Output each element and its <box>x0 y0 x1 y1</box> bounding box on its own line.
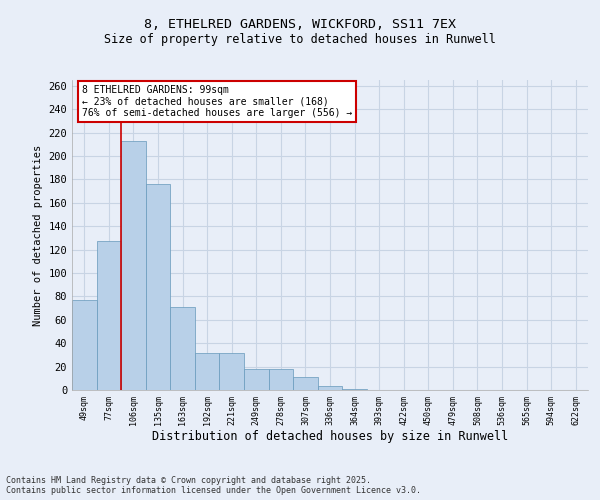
Bar <box>97 242 121 390</box>
Bar <box>342 389 367 390</box>
Text: 8, ETHELRED GARDENS, WICKFORD, SS11 7EX: 8, ETHELRED GARDENS, WICKFORD, SS11 7EX <box>144 18 456 30</box>
X-axis label: Distribution of detached houses by size in Runwell: Distribution of detached houses by size … <box>152 430 508 444</box>
Text: Contains HM Land Registry data © Crown copyright and database right 2025.
Contai: Contains HM Land Registry data © Crown c… <box>6 476 421 495</box>
Y-axis label: Number of detached properties: Number of detached properties <box>33 144 43 326</box>
Text: Size of property relative to detached houses in Runwell: Size of property relative to detached ho… <box>104 32 496 46</box>
Bar <box>72 300 97 390</box>
Bar <box>121 141 146 390</box>
Bar <box>269 369 293 390</box>
Bar <box>146 184 170 390</box>
Bar <box>318 386 342 390</box>
Bar <box>293 377 318 390</box>
Text: 8 ETHELRED GARDENS: 99sqm
← 23% of detached houses are smaller (168)
76% of semi: 8 ETHELRED GARDENS: 99sqm ← 23% of detac… <box>82 84 353 118</box>
Bar <box>170 307 195 390</box>
Bar <box>195 352 220 390</box>
Bar <box>244 369 269 390</box>
Bar <box>220 352 244 390</box>
